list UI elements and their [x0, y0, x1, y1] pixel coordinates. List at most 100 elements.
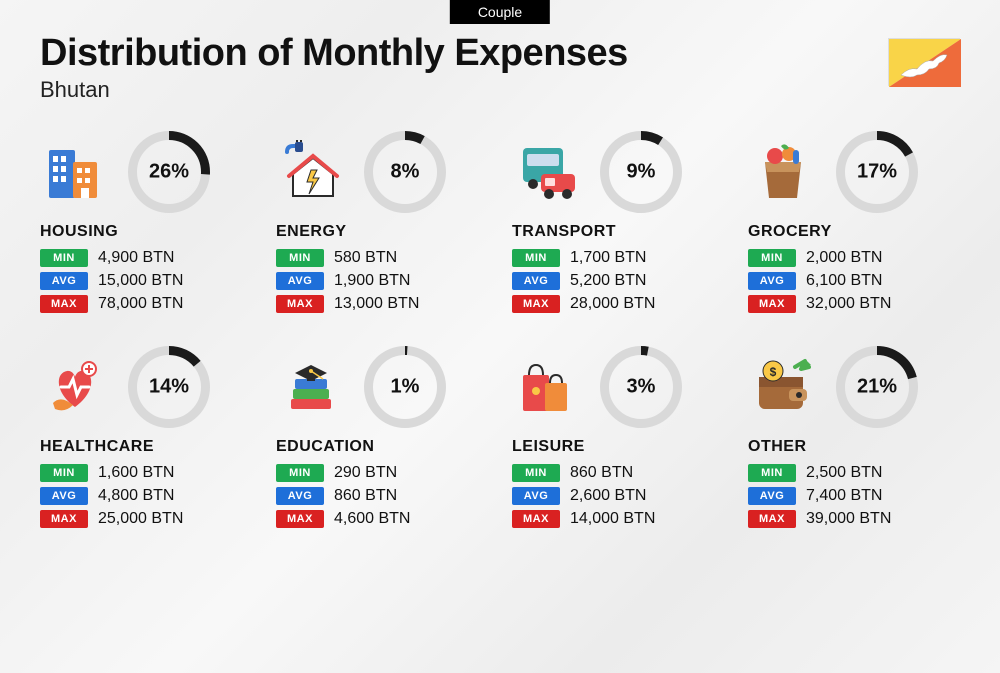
card-healthcare: 14% HEALTHCARE MIN 1,600 BTN AVG 4,800 B… — [40, 346, 252, 533]
country-flag — [888, 38, 960, 86]
card-education: 1% EDUCATION MIN 290 BTN AVG 860 BTN MAX… — [276, 346, 488, 533]
min-value: 290 BTN — [334, 464, 397, 482]
pct-value: 3% — [627, 376, 656, 399]
avg-value: 7,400 BTN — [806, 487, 882, 505]
max-value: 78,000 BTN — [98, 295, 183, 313]
country-name: Bhutan — [40, 77, 960, 103]
pct-ring: 1% — [364, 346, 446, 428]
grad-books-icon — [276, 352, 346, 422]
card-housing: 26% HOUSING MIN 4,900 BTN AVG 15,000 BTN… — [40, 131, 252, 318]
stat-avg: AVG 1,900 BTN — [276, 272, 488, 290]
min-value: 2,500 BTN — [806, 464, 882, 482]
bus-car-icon — [512, 137, 582, 207]
pct-value: 26% — [149, 161, 189, 184]
max-value: 25,000 BTN — [98, 510, 183, 528]
category-name: OTHER — [748, 438, 960, 456]
min-badge: MIN — [276, 464, 324, 482]
stat-max: MAX 78,000 BTN — [40, 295, 252, 313]
max-badge: MAX — [276, 510, 324, 528]
stat-avg: AVG 7,400 BTN — [748, 487, 960, 505]
min-badge: MIN — [276, 249, 324, 267]
avg-badge: AVG — [748, 272, 796, 290]
max-value: 39,000 BTN — [806, 510, 891, 528]
max-value: 13,000 BTN — [334, 295, 419, 313]
heart-care-icon — [40, 352, 110, 422]
stat-avg: AVG 6,100 BTN — [748, 272, 960, 290]
stat-min: MIN 2,000 BTN — [748, 249, 960, 267]
stat-max: MAX 4,600 BTN — [276, 510, 488, 528]
card-grocery: 17% GROCERY MIN 2,000 BTN AVG 6,100 BTN … — [748, 131, 960, 318]
category-name: LEISURE — [512, 438, 724, 456]
avg-value: 4,800 BTN — [98, 487, 174, 505]
max-badge: MAX — [40, 295, 88, 313]
avg-value: 5,200 BTN — [570, 272, 646, 290]
category-name: ENERGY — [276, 223, 488, 241]
header: Distribution of Monthly Expenses Bhutan — [0, 0, 1000, 113]
stat-min: MIN 4,900 BTN — [40, 249, 252, 267]
max-badge: MAX — [512, 295, 560, 313]
stat-max: MAX 32,000 BTN — [748, 295, 960, 313]
pct-ring: 21% — [836, 346, 918, 428]
max-value: 32,000 BTN — [806, 295, 891, 313]
max-badge: MAX — [748, 295, 796, 313]
pct-value: 14% — [149, 376, 189, 399]
category-name: TRANSPORT — [512, 223, 724, 241]
min-badge: MIN — [748, 464, 796, 482]
avg-value: 1,900 BTN — [334, 272, 410, 290]
pct-ring: 9% — [600, 131, 682, 213]
pct-value: 1% — [391, 376, 420, 399]
max-badge: MAX — [40, 510, 88, 528]
stat-avg: AVG 15,000 BTN — [40, 272, 252, 290]
min-value: 2,000 BTN — [806, 249, 882, 267]
card-transport: 9% TRANSPORT MIN 1,700 BTN AVG 5,200 BTN… — [512, 131, 724, 318]
pct-ring: 3% — [600, 346, 682, 428]
min-badge: MIN — [512, 464, 560, 482]
min-value: 4,900 BTN — [98, 249, 174, 267]
avg-value: 15,000 BTN — [98, 272, 183, 290]
category-name: HEALTHCARE — [40, 438, 252, 456]
avg-value: 860 BTN — [334, 487, 397, 505]
avg-badge: AVG — [40, 272, 88, 290]
min-badge: MIN — [512, 249, 560, 267]
max-value: 4,600 BTN — [334, 510, 410, 528]
max-badge: MAX — [748, 510, 796, 528]
max-badge: MAX — [512, 510, 560, 528]
avg-badge: AVG — [512, 272, 560, 290]
max-value: 14,000 BTN — [570, 510, 655, 528]
card-other: $ 21% OTHER MIN 2,500 BTN AVG 7,400 BTN … — [748, 346, 960, 533]
avg-badge: AVG — [512, 487, 560, 505]
pct-value: 17% — [857, 161, 897, 184]
stat-min: MIN 1,700 BTN — [512, 249, 724, 267]
pct-ring: 17% — [836, 131, 918, 213]
max-badge: MAX — [276, 295, 324, 313]
energy-house-icon — [276, 137, 346, 207]
stat-max: MAX 13,000 BTN — [276, 295, 488, 313]
min-value: 1,700 BTN — [570, 249, 646, 267]
max-value: 28,000 BTN — [570, 295, 655, 313]
wallet-coin-icon: $ — [748, 352, 818, 422]
min-value: 1,600 BTN — [98, 464, 174, 482]
pct-value: 9% — [627, 161, 656, 184]
stat-min: MIN 2,500 BTN — [748, 464, 960, 482]
card-energy: 8% ENERGY MIN 580 BTN AVG 1,900 BTN MAX … — [276, 131, 488, 318]
stat-max: MAX 25,000 BTN — [40, 510, 252, 528]
stat-max: MAX 28,000 BTN — [512, 295, 724, 313]
category-name: EDUCATION — [276, 438, 488, 456]
avg-badge: AVG — [748, 487, 796, 505]
buildings-icon — [40, 137, 110, 207]
min-badge: MIN — [40, 464, 88, 482]
stat-avg: AVG 2,600 BTN — [512, 487, 724, 505]
pct-ring: 14% — [128, 346, 210, 428]
stat-avg: AVG 5,200 BTN — [512, 272, 724, 290]
stat-avg: AVG 860 BTN — [276, 487, 488, 505]
card-leisure: 3% LEISURE MIN 860 BTN AVG 2,600 BTN MAX… — [512, 346, 724, 533]
grocery-bag-icon — [748, 137, 818, 207]
pct-ring: 26% — [128, 131, 210, 213]
avg-value: 6,100 BTN — [806, 272, 882, 290]
avg-badge: AVG — [276, 487, 324, 505]
stat-min: MIN 290 BTN — [276, 464, 488, 482]
min-badge: MIN — [40, 249, 88, 267]
page-title: Distribution of Monthly Expenses — [40, 32, 960, 75]
shopping-bags-icon — [512, 352, 582, 422]
pct-value: 8% — [391, 161, 420, 184]
